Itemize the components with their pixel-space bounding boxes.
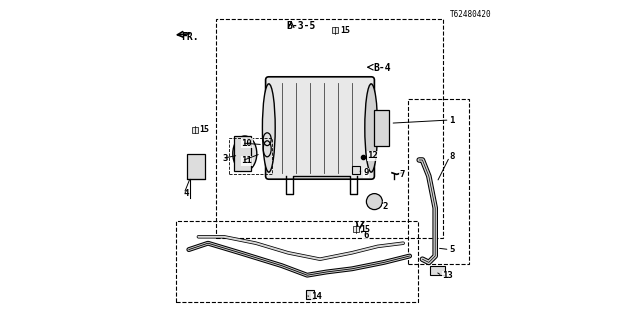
Bar	[176, 221, 418, 302]
Text: 8: 8	[450, 152, 455, 161]
Bar	[430, 266, 445, 275]
Text: 1: 1	[450, 116, 455, 124]
Text: 7: 7	[399, 170, 404, 179]
Ellipse shape	[262, 84, 275, 172]
Bar	[408, 99, 468, 264]
FancyBboxPatch shape	[266, 77, 374, 179]
Text: 12: 12	[367, 151, 378, 160]
Bar	[216, 19, 443, 238]
Ellipse shape	[365, 84, 378, 172]
Bar	[234, 136, 252, 171]
Bar	[187, 154, 205, 179]
Text: 15: 15	[199, 125, 209, 134]
Text: 14: 14	[312, 292, 322, 301]
Text: 15: 15	[340, 26, 350, 35]
Text: 6: 6	[364, 231, 369, 240]
Text: 11: 11	[242, 156, 252, 165]
Text: B-4: B-4	[374, 63, 392, 73]
Text: 15: 15	[361, 225, 371, 234]
Text: 5: 5	[450, 245, 455, 254]
Text: 9: 9	[364, 168, 369, 177]
Circle shape	[366, 194, 383, 210]
Text: B-3-5: B-3-5	[287, 21, 316, 31]
Text: FR.: FR.	[181, 32, 198, 42]
Bar	[229, 138, 272, 174]
Text: 2: 2	[383, 202, 388, 211]
Text: 3: 3	[223, 154, 228, 163]
Text: 10: 10	[242, 139, 252, 148]
Bar	[352, 166, 360, 174]
Text: 4: 4	[184, 189, 189, 198]
Bar	[374, 110, 389, 146]
Bar	[306, 290, 314, 299]
Text: T62480420: T62480420	[450, 10, 492, 19]
Ellipse shape	[233, 136, 257, 171]
Text: 13: 13	[442, 271, 453, 280]
